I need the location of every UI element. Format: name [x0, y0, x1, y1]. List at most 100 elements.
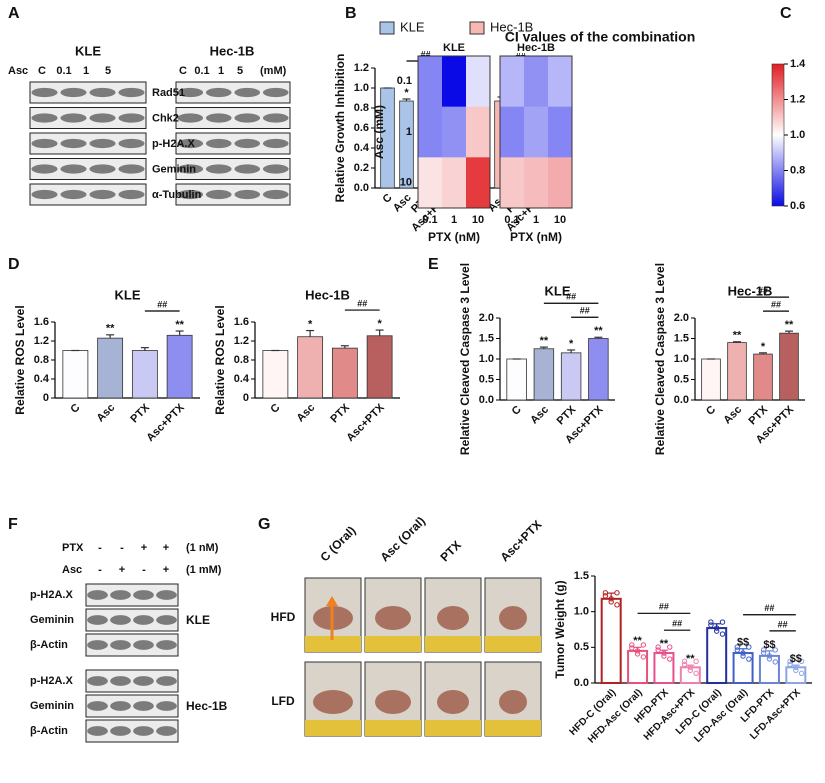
blot-band: [89, 164, 116, 174]
point: [708, 619, 714, 625]
blot: [29, 158, 147, 180]
photo-column-label: PTX: [437, 538, 463, 564]
y-tick-label: 0.8: [34, 354, 49, 366]
x-tick-label: Asc+PTX: [144, 401, 187, 444]
arrow-head: [326, 596, 338, 606]
blot-band: [87, 726, 108, 736]
protein: β-Actin: [30, 639, 68, 651]
point: [667, 644, 673, 650]
col-label: 10: [554, 214, 566, 226]
col-label: 1: [451, 214, 457, 226]
sign: -: [142, 564, 146, 576]
blot-band: [156, 640, 177, 650]
heat-cell: [548, 157, 573, 209]
point: [681, 658, 688, 665]
bar: [131, 350, 158, 399]
blot-band: [234, 164, 261, 174]
blot-band: [234, 87, 261, 98]
point: [693, 670, 699, 677]
point: [740, 653, 746, 659]
blot: [85, 608, 179, 632]
blot: [85, 669, 179, 693]
y-tick-label: 0.2: [354, 162, 369, 174]
y-tick-label: 1.2: [354, 62, 369, 74]
col-label: 0.1: [422, 214, 437, 226]
protein: Chk2: [152, 112, 179, 124]
heat-cell: [442, 56, 467, 107]
point: [713, 628, 720, 634]
point: [787, 661, 793, 668]
bracket-label: ##: [580, 306, 590, 316]
blot-band: [133, 701, 154, 711]
point: [687, 667, 694, 674]
y-tick-label: 0.5: [674, 373, 689, 385]
blot-band: [156, 590, 177, 600]
significance: **: [175, 319, 184, 331]
heat-frame: [499, 55, 573, 209]
blot-band: [156, 701, 177, 711]
col-label: 10: [472, 214, 484, 226]
heat-cell: [524, 157, 549, 209]
point: [798, 658, 805, 665]
blot-band: [156, 615, 177, 625]
dose: 0.1: [194, 65, 209, 77]
blot-band: [89, 138, 116, 149]
blot-band: [234, 113, 261, 123]
blot-band: [177, 113, 204, 123]
blot-band: [87, 701, 108, 711]
point: [719, 631, 726, 637]
point: [661, 650, 667, 656]
bar: [262, 350, 289, 399]
y-tick-label: 1.5: [479, 332, 494, 344]
legend-label: KLE: [400, 19, 425, 34]
point: [793, 667, 799, 674]
panel-label: D: [8, 256, 20, 273]
colorbar-label: 0.8: [790, 164, 805, 176]
heat-cell: [524, 56, 549, 107]
bracket-label: ##: [764, 603, 774, 613]
blot-band: [205, 138, 232, 149]
blot: [175, 158, 291, 180]
protein: p-H2A.X: [30, 675, 73, 687]
y-tick-label: 1.0: [574, 606, 589, 618]
heat-cell: [500, 56, 525, 107]
legend-swatch: [379, 21, 395, 35]
chart-title: KLE: [545, 283, 571, 298]
y-tick-label: 1.2: [234, 335, 249, 347]
y-tick-label: 0.5: [574, 641, 589, 653]
col-label: 0.1: [504, 214, 519, 226]
y-tick-label: 0.4: [354, 142, 370, 154]
col-label: 1: [533, 214, 539, 226]
y-tick-label: 1.5: [674, 332, 689, 344]
colorbar-label: 0.6: [790, 200, 805, 212]
bar: [779, 332, 799, 401]
blot: [85, 719, 179, 743]
y-tick-label: 2.0: [479, 312, 494, 324]
sign: -: [98, 542, 102, 554]
protein: Geminin: [30, 700, 74, 712]
significance: *: [569, 338, 574, 350]
y-axis-label: Relative ROS Level: [213, 305, 227, 414]
blot: [175, 132, 291, 155]
y-tick-label: 0.8: [354, 102, 369, 114]
y-axis-label: Relative Cleaved Caspase 3 Level: [458, 263, 472, 455]
tissue: [437, 606, 469, 630]
blot-band: [118, 87, 145, 98]
panel-name: Hec-1B: [517, 42, 555, 54]
ruler: [425, 720, 481, 736]
y-tick-label: 0: [243, 392, 249, 404]
point: [798, 670, 805, 677]
blot-band: [262, 138, 289, 149]
bar: [62, 350, 89, 399]
y-tick-label: 1.6: [234, 316, 249, 328]
sign: -: [120, 542, 124, 554]
bar: [588, 338, 609, 401]
blot-band: [262, 164, 289, 174]
blot: [85, 633, 179, 657]
significance: **: [594, 325, 603, 337]
significance: **: [540, 335, 549, 347]
blot-band: [60, 189, 87, 200]
y-tick-label: 0.5: [479, 373, 494, 385]
point: [746, 656, 752, 662]
point: [629, 645, 635, 651]
